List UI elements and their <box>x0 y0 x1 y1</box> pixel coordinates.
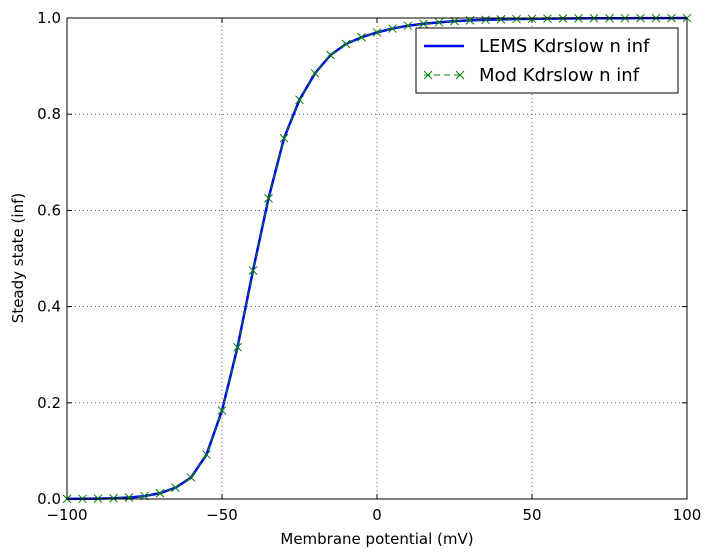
series-mod-point <box>248 266 258 275</box>
series-mod-point <box>295 95 304 105</box>
series-mod-point <box>481 15 490 25</box>
series-mod-point <box>171 483 180 493</box>
legend-frame <box>415 27 679 94</box>
series-mod-point <box>233 342 242 352</box>
x-axis-label: Membrane potential (mV) <box>280 530 473 548</box>
y-tick-label: 0.2 <box>37 394 61 412</box>
y-tick-label: 0.4 <box>37 298 61 316</box>
series-mod-point <box>326 50 335 60</box>
series-mod-point <box>512 14 521 24</box>
series-mod-point <box>124 493 134 502</box>
legend-marker-mod-right <box>455 70 465 80</box>
series-mod-point <box>310 68 320 78</box>
series-mod-point <box>109 493 118 503</box>
legend-label-mod: Mod Kdrslow n inf <box>479 65 640 86</box>
series-mod-point <box>543 14 552 23</box>
series-mod-point <box>264 194 273 203</box>
x-tick-label: 100 <box>673 506 702 524</box>
series-mod-point <box>434 17 444 27</box>
x-tick-label: 50 <box>522 506 541 524</box>
series-mod-point <box>403 21 413 31</box>
x-tick-label: −50 <box>206 506 238 524</box>
series-mod-point <box>279 133 289 143</box>
legend-marker-mod-left <box>423 70 433 80</box>
legend-label-lems: LEMS Kdrslow n inf <box>479 36 650 57</box>
y-tick-label: 1.0 <box>37 9 61 27</box>
series-mod-point <box>217 406 227 415</box>
series-mod-point <box>186 473 196 482</box>
series-mod-point <box>202 450 211 459</box>
y-tick-label: 0.6 <box>37 201 61 219</box>
series-mod-point <box>372 28 382 37</box>
legend: LEMS Kdrslow n inf Mod Kdrslow n inf <box>415 27 679 94</box>
series-mod-point <box>419 19 428 29</box>
series-mod-point <box>357 32 366 42</box>
y-axis-label: Steady state (inf) <box>9 193 27 323</box>
series-mod-point <box>155 488 165 498</box>
series-mod-point <box>388 24 397 33</box>
axis-ticks: −100 −50 0 50 100 0.0 0.2 0.4 0.6 0.8 1.0 <box>37 9 701 524</box>
x-tick-label: 0 <box>372 506 382 524</box>
y-tick-label: 0.0 <box>37 490 61 508</box>
y-tick-label: 0.8 <box>37 105 61 123</box>
series-mod-point <box>341 39 351 49</box>
x-tick-label: −100 <box>46 506 87 524</box>
series-mod-point <box>496 15 506 24</box>
